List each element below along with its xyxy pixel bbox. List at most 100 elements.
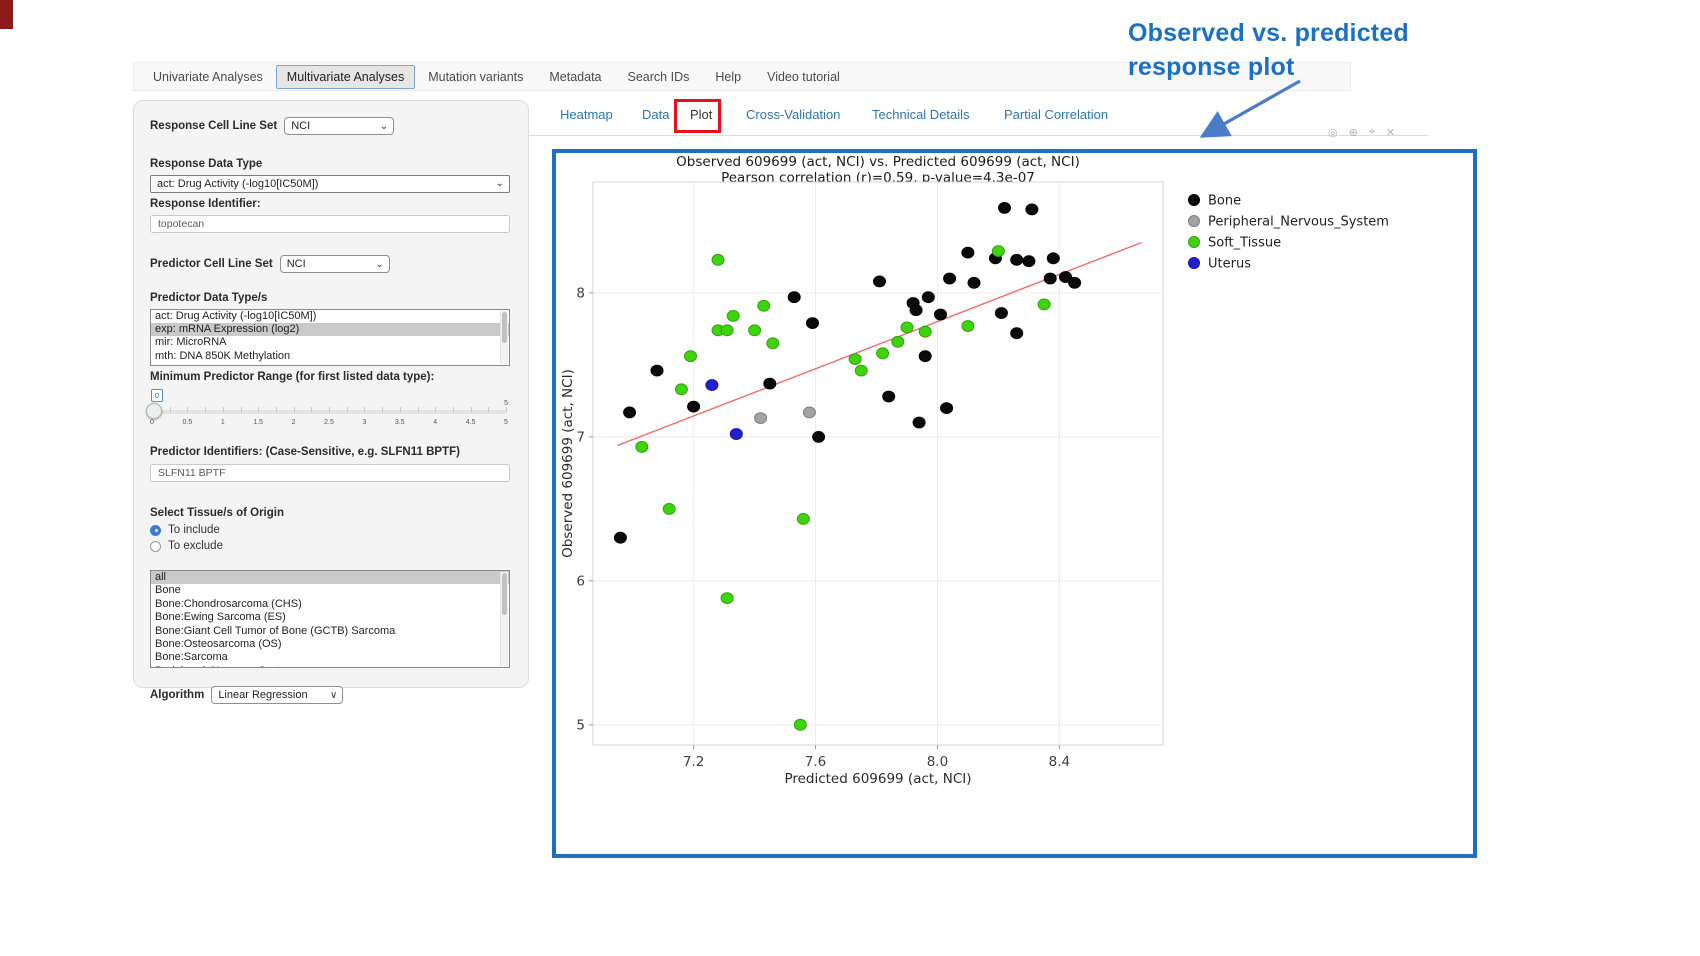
subtab-divider xyxy=(528,135,1428,136)
nav-item-multivariate-analyses[interactable]: Multivariate Analyses xyxy=(275,64,416,89)
series-peripheral-nervous-system xyxy=(754,406,816,425)
predictor-data-types-listbox[interactable]: act: Drug Activity (-log10[IC50M]) exp: m… xyxy=(150,308,510,366)
slider-tick xyxy=(293,407,295,412)
data-point xyxy=(763,377,777,390)
data-point xyxy=(802,406,816,419)
slider-handle[interactable] xyxy=(146,403,162,419)
y-tick-label: 5 xyxy=(576,717,585,733)
radio-to-include[interactable]: To include xyxy=(150,524,510,536)
list-option-bone-giant-cell-tumor-of-bone-gctb-sarcoma[interactable]: Bone:Giant Cell Tumor of Bone (GCTB) Sar… xyxy=(155,624,396,637)
data-point xyxy=(854,364,868,377)
data-point xyxy=(748,324,762,337)
slider-tick xyxy=(506,407,507,412)
data-point xyxy=(754,412,768,425)
list-option-peripheral-nervous-system[interactable]: Peripheral_Nervous_System xyxy=(151,665,509,667)
data-point xyxy=(876,347,890,360)
slider-max-label: 5 xyxy=(504,400,508,407)
legend[interactable]: Bone Peripheral_Nervous_System Soft_Tissue… xyxy=(1188,194,1389,272)
slider-tick-labels: 0 0.5 1 1.5 2 2.5 3 3.5 4 4.5 5 xyxy=(150,419,508,428)
data-point xyxy=(635,441,649,453)
tissue-listbox[interactable]: all Bone Bone:Chondrosarcoma (CHS) Bone:Ewi… xyxy=(150,570,510,668)
scrollbar[interactable] xyxy=(500,310,508,364)
top-nav: Univariate Analyses Multivariate Analyses… xyxy=(133,62,1351,91)
slider-tick xyxy=(205,407,207,412)
slider-tick-label: 1 xyxy=(220,419,225,426)
data-point xyxy=(796,513,810,525)
tab-heatmap[interactable]: Heatmap xyxy=(560,107,613,122)
response-identifier-input[interactable] xyxy=(150,215,510,233)
list-option-bone-ewing-sarcoma-es[interactable]: Bone:Ewing Sarcoma (ES) xyxy=(155,611,286,624)
nav-item-metadata[interactable]: Metadata xyxy=(549,69,602,84)
crosshair-icon[interactable]: ⌖ xyxy=(1368,126,1376,138)
slider-tick xyxy=(488,407,490,412)
list-option-bone[interactable]: Bone xyxy=(155,584,181,597)
list-option-mir-microrna[interactable]: mir: MicroRNA xyxy=(155,336,227,349)
tab-data[interactable]: Data xyxy=(642,107,670,122)
list-option-bone-chondrosarcoma-chs[interactable]: Bone:Chondrosarcoma (CHS) xyxy=(155,597,302,610)
x-tick-label: 7.2 xyxy=(683,754,704,770)
nav-item-mutation-variants[interactable]: Mutation variants xyxy=(428,69,524,84)
data-point xyxy=(991,245,1005,257)
nav-item-help[interactable]: Help xyxy=(715,69,742,84)
slider-tick xyxy=(187,407,189,412)
predictor-identifiers-input[interactable] xyxy=(150,463,510,482)
data-point xyxy=(687,400,701,413)
scrollbar[interactable] xyxy=(500,572,508,666)
response-data-type-select[interactable]: act: Drug Activity (-log10[IC50M]) ⌄ xyxy=(150,174,510,193)
data-point xyxy=(720,324,734,337)
data-point xyxy=(943,272,957,285)
zoom-icon[interactable]: ⊕ xyxy=(1348,127,1358,139)
radio-selected-icon[interactable] xyxy=(150,524,161,536)
data-point xyxy=(623,406,637,419)
plot-tab-highlight-box xyxy=(674,99,721,133)
slider-tick xyxy=(435,407,437,412)
data-point xyxy=(1046,252,1060,265)
data-point xyxy=(940,402,954,415)
slider-tick-label: 0.5 xyxy=(182,419,193,426)
annotation-arrow-icon xyxy=(1199,79,1301,138)
list-option-bone-osteosarcoma-os[interactable]: Bone:Osteosarcoma (OS) xyxy=(155,638,282,651)
data-point xyxy=(934,308,947,321)
legend-label-peripheral-nervous-system: Peripheral_Nervous_System xyxy=(1208,215,1389,230)
radio-to-exclude-label: To exclude xyxy=(168,540,223,552)
scatter-plot[interactable]: Observed 609699 (act, NCI) vs. Predicted… xyxy=(556,153,1473,853)
tab-plot[interactable]: Plot xyxy=(690,107,713,122)
chevron-down-icon: ∨ xyxy=(329,689,338,701)
response-cell-line-set-value: NCI xyxy=(291,120,311,132)
legend-marker-bone xyxy=(1188,194,1200,206)
tissue-origin-label: Select Tissue/s of Origin xyxy=(150,506,284,519)
data-point xyxy=(1037,298,1051,311)
response-cell-line-set-select[interactable]: NCI ⌄ xyxy=(284,117,395,135)
list-option-bone-sarcoma[interactable]: Bone:Sarcoma xyxy=(155,651,228,664)
predictor-cell-line-set-select[interactable]: NCI ⌄ xyxy=(279,255,390,273)
plot-area[interactable] xyxy=(592,181,1164,746)
slider-tick xyxy=(452,407,454,412)
nav-item-search-ids[interactable]: Search IDs xyxy=(627,69,690,84)
predictor-identifiers-label: Predictor Identifiers: (Case-Sensitive, … xyxy=(150,446,460,458)
plot-modebar[interactable]: ◎ ⊕ ⌖ ✕ xyxy=(1328,126,1395,139)
legend-label-bone: Bone xyxy=(1208,194,1241,209)
tab-partial-correlation[interactable]: Partial Correlation xyxy=(1004,107,1109,122)
list-option-exp-mrna-expression-log2[interactable]: exp: mRNA Expression (log2) xyxy=(151,322,509,337)
camera-icon[interactable]: ◎ xyxy=(1328,127,1338,139)
data-point xyxy=(961,320,975,332)
list-option-act-drug-activity-log10-ic50m[interactable]: act: Drug Activity (-log10[IC50M]) xyxy=(155,309,317,322)
close-icon[interactable]: ✕ xyxy=(1386,127,1396,139)
tab-cross-validation[interactable]: Cross-Validation xyxy=(746,107,841,122)
legend-marker-soft-tissue xyxy=(1188,236,1200,248)
slider-tick-label: 3.5 xyxy=(394,419,405,426)
nav-item-video-tutorial[interactable]: Video tutorial xyxy=(767,69,840,84)
tab-technical-details[interactable]: Technical Details xyxy=(872,107,970,122)
nav-item-univariate-analyses[interactable]: Univariate Analyses xyxy=(153,69,263,84)
list-option-all[interactable]: all xyxy=(151,571,509,585)
radio-to-exclude[interactable]: To exclude xyxy=(150,540,510,552)
data-point xyxy=(806,317,819,330)
slider-track[interactable] xyxy=(152,407,507,414)
slider-tick xyxy=(169,407,171,412)
data-point xyxy=(1059,271,1072,283)
slider-tick-label: 0 xyxy=(150,419,154,426)
list-option-mth-dna-850k-methylation[interactable]: mth: DNA 850K Methylation xyxy=(155,349,291,362)
algorithm-select[interactable]: Linear Regression ∨ xyxy=(211,686,344,704)
radio-unselected-icon[interactable] xyxy=(150,540,161,552)
min-predictor-range-slider[interactable]: 0 5 0 0.5 1 1.5 2 2.5 3 3.5 4 4.5 5 xyxy=(146,389,510,431)
